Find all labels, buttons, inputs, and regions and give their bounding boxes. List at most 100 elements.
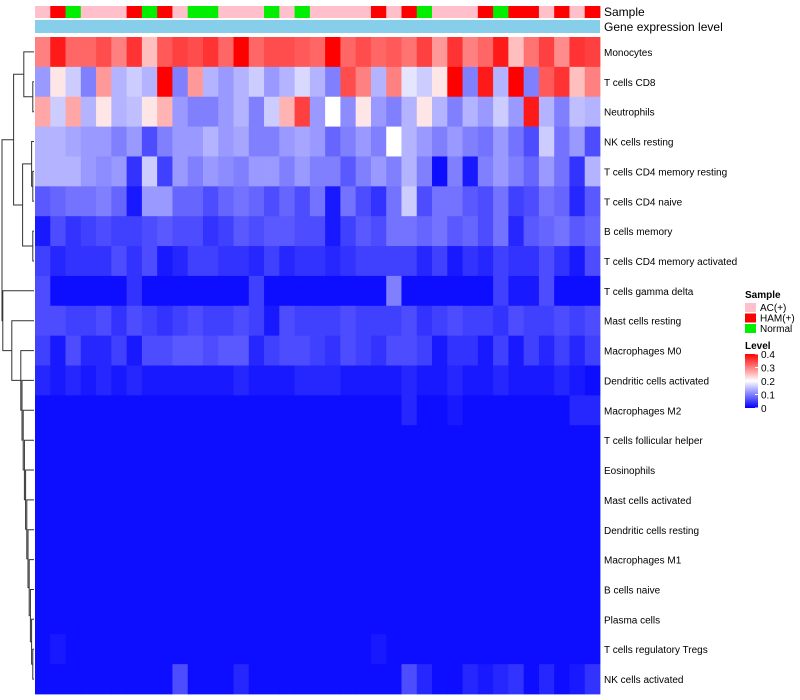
heatmap-cell: [248, 544, 265, 575]
heatmap-cell: [554, 186, 570, 217]
heatmap-cell: [386, 664, 402, 695]
sample-annotation-cell: [401, 6, 418, 18]
heatmap-cell: [340, 425, 357, 456]
heatmap-cell: [538, 126, 555, 157]
heatmap-cell: [65, 425, 82, 456]
heatmap-cell: [340, 186, 357, 217]
sample-annotation-cell: [172, 6, 189, 18]
heatmap-cell: [264, 37, 280, 68]
heatmap-cell: [157, 246, 173, 277]
heatmap-cell: [264, 335, 280, 366]
heatmap-cell: [355, 305, 372, 337]
row-label: T cells CD4 memory resting: [604, 167, 727, 178]
heatmap-cell: [569, 604, 586, 635]
heatmap-cell: [309, 365, 326, 396]
heatmap-cell: [523, 365, 540, 396]
heatmap-cell: [172, 455, 189, 486]
heatmap-cell: [111, 455, 128, 486]
heatmap-cell: [35, 634, 51, 665]
heatmap-cell: [157, 275, 173, 307]
heatmap-cell: [111, 96, 128, 127]
heatmap-cell: [447, 156, 463, 187]
heatmap-cell: [538, 634, 555, 665]
heatmap-cell: [477, 395, 494, 426]
heatmap-cell: [432, 305, 448, 337]
heatmap-cell: [65, 37, 82, 68]
heatmap-cell: [584, 66, 601, 98]
heatmap-cell: [309, 216, 326, 247]
sample-annotation-cell: [584, 6, 601, 18]
heatmap-cell: [538, 305, 555, 337]
heatmap-cell: [508, 96, 525, 127]
heatmap-cell: [523, 156, 540, 187]
heatmap-cell: [325, 395, 341, 426]
heatmap-cell: [493, 514, 509, 546]
heatmap-cell: [202, 275, 219, 307]
legend-level-ticks: 0.4 0.3 0.2 0.1 0: [755, 350, 775, 415]
heatmap-cell: [202, 365, 219, 396]
heatmap-cell: [233, 425, 250, 456]
heatmap-cell: [370, 634, 387, 665]
legend-swatch: [745, 303, 756, 312]
heatmap-cell: [96, 186, 112, 217]
heatmap-cell: [279, 425, 295, 456]
legend-tick-label: 0.2: [761, 377, 775, 388]
heatmap-cell: [508, 455, 525, 486]
heatmap-cell: [218, 425, 234, 456]
heatmap-cell: [80, 305, 97, 337]
heatmap-cell: [386, 66, 402, 98]
heatmap-cell: [355, 126, 372, 157]
heatmap-cell: [401, 484, 418, 516]
heatmap-cell: [508, 275, 525, 307]
heatmap-cell: [493, 335, 509, 366]
heatmap-cell: [309, 574, 326, 605]
heatmap-cell: [279, 544, 295, 575]
heatmap-cell: [80, 126, 97, 157]
heatmap-cell: [416, 574, 433, 605]
heatmap-cell: [80, 156, 97, 187]
heatmap-cell: [264, 186, 280, 217]
heatmap-cell: [493, 574, 509, 605]
heatmap-cell: [370, 37, 387, 68]
heatmap-cell: [386, 37, 402, 68]
heatmap-cell: [233, 544, 250, 575]
heatmap-cell: [65, 664, 82, 695]
sample-annotation-cell: [462, 6, 479, 18]
heatmap-cell: [50, 455, 66, 486]
heatmap-cell: [401, 634, 418, 665]
row-label: T cells CD4 memory activated: [604, 257, 737, 268]
heatmap-cell: [218, 634, 234, 665]
heatmap-cell: [355, 574, 372, 605]
heatmap-cell: [248, 604, 265, 635]
heatmap-cell: [294, 96, 311, 127]
heatmap-cell: [447, 574, 463, 605]
heatmap-cell: [538, 365, 555, 396]
sample-annotation-cell: [447, 6, 463, 18]
heatmap-cell: [447, 275, 463, 307]
heatmap-cell: [355, 66, 372, 98]
heatmap-cell: [126, 544, 143, 575]
heatmap-cell: [508, 335, 525, 366]
heatmap-cell: [264, 455, 280, 486]
heatmap-cell: [202, 574, 219, 605]
heatmap-cell: [401, 96, 418, 127]
heatmap-cell: [96, 37, 112, 68]
heatmap-cell: [233, 37, 250, 68]
heatmap-cell: [340, 305, 357, 337]
heatmap-cell: [523, 544, 540, 575]
heatmap-cell: [187, 246, 204, 277]
heatmap-cell: [569, 96, 586, 127]
heatmap-cell: [401, 216, 418, 247]
heatmap-cell: [508, 544, 525, 575]
heatmap-cell: [264, 216, 280, 247]
heatmap-cells: [35, 37, 601, 695]
heatmap-cell: [309, 275, 326, 307]
heatmap-cell: [538, 156, 555, 187]
heatmap-cell: [126, 275, 143, 307]
heatmap-cell: [172, 335, 189, 366]
sample-annotation-cell: [233, 6, 250, 18]
heatmap-cell: [35, 604, 51, 635]
heatmap-cell: [80, 66, 97, 98]
heatmap-cell: [202, 544, 219, 575]
sample-annotation-cell: [325, 6, 341, 18]
